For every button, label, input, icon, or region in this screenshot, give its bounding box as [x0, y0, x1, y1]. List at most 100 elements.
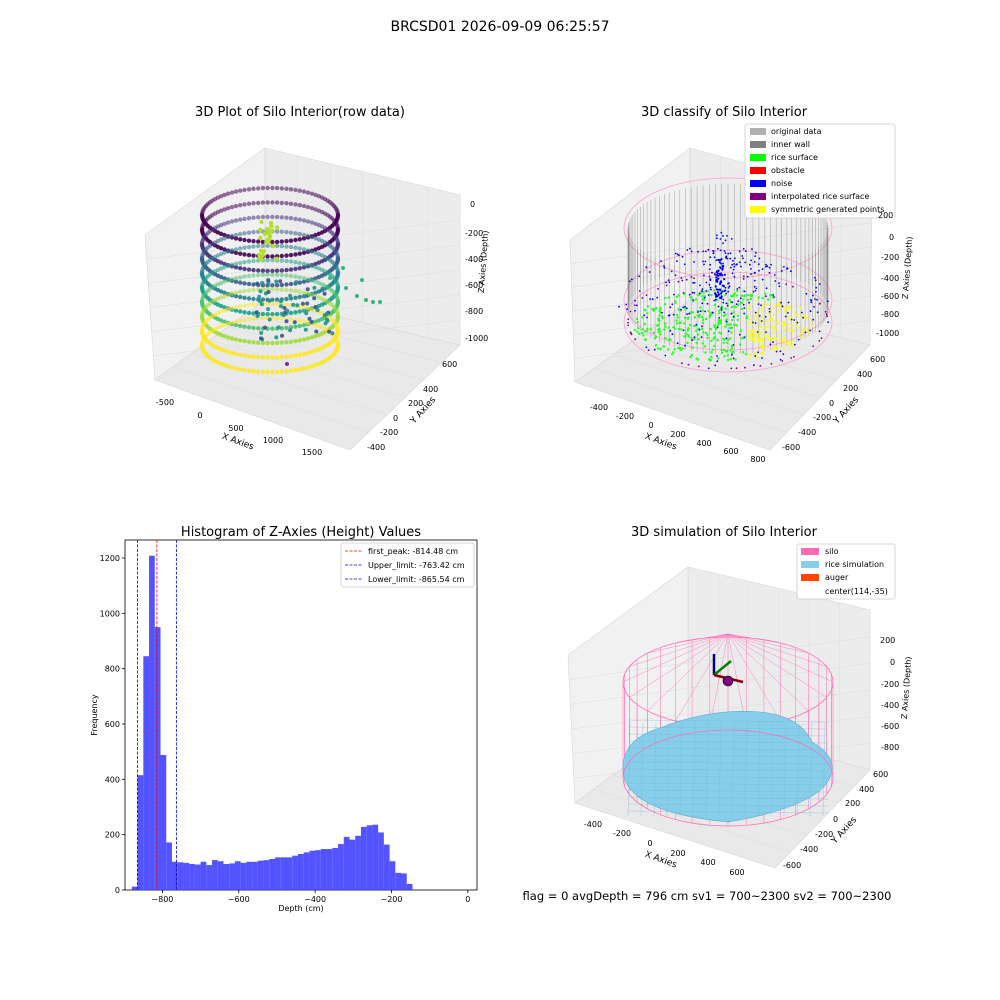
rice-surface-point: [689, 355, 692, 359]
noise-point: [725, 337, 728, 340]
rice-surface-point: [724, 325, 727, 328]
raw-point: [279, 268, 284, 273]
raw-point: [309, 364, 315, 369]
noise-point: [667, 279, 670, 281]
raw-point: [274, 297, 280, 302]
noise-point: [717, 247, 719, 250]
raw-point: [297, 237, 302, 242]
noise-point: [683, 263, 686, 266]
rice-surface-point: [700, 327, 704, 331]
rice-surface-point: [733, 323, 736, 326]
noise-point: [719, 249, 722, 252]
simulation-y-tick: 600: [873, 770, 888, 779]
raw-point: [222, 305, 227, 310]
rice-surface-point: [675, 322, 679, 325]
classified-point-cloud: [618, 177, 833, 373]
raw-point: [225, 307, 231, 312]
legend-label: original data: [771, 127, 822, 136]
raw-y-ticks: 600 400 200 0 -200 -400: [367, 360, 457, 452]
rice-surface-point: [717, 318, 720, 322]
rice-surface-point: [798, 306, 802, 310]
noise-point: [705, 281, 708, 284]
rice-surface-point: [753, 352, 756, 355]
noise-point: [740, 265, 742, 268]
noise-point: [736, 263, 738, 265]
raw-point: [335, 326, 340, 331]
rice-surface-point: [748, 308, 751, 311]
noise-point: [711, 271, 713, 274]
noise-point: [693, 281, 696, 284]
noise-point: [653, 348, 656, 351]
rice-surface-point: [769, 320, 772, 323]
rice-surface-point: [787, 340, 790, 343]
noise-point: [760, 320, 763, 322]
legend-entry-original-data: original data: [750, 127, 822, 136]
raw-point: [265, 369, 270, 375]
noise-point: [682, 329, 685, 332]
noise-point: [682, 292, 685, 294]
raw-point: [297, 231, 302, 237]
raw-point: [305, 365, 311, 370]
rice-surface-point: [667, 296, 671, 299]
noise-point: [638, 275, 641, 278]
raw-point: [279, 229, 284, 234]
classify-z-tick: -1000: [876, 329, 899, 338]
rice-surface-point: [760, 331, 763, 334]
raw-point: [304, 294, 309, 299]
interpolated-point: [730, 367, 733, 370]
classify-legend: original data inner wall rice surface ob…: [744, 123, 896, 219]
rice-mesh-line: [627, 740, 829, 744]
raw-point: [284, 239, 289, 244]
rice-surface-point: [708, 315, 711, 318]
simulation-x-tick: -200: [613, 829, 631, 838]
histogram-bar: [194, 864, 201, 890]
y-tick-label: 800: [105, 665, 120, 674]
raw-point: [280, 333, 284, 338]
histogram-bar: [252, 861, 258, 890]
noise-point: [754, 289, 757, 292]
raw-point: [260, 243, 266, 249]
noise-point: [668, 281, 671, 283]
rice-surface-point: [726, 354, 729, 357]
rice-surface-point: [788, 328, 791, 332]
raw-point: [238, 323, 243, 329]
raw-point: [270, 297, 275, 302]
noise-point: [685, 307, 688, 309]
noise-point: [717, 288, 720, 291]
raw-point: [255, 281, 260, 286]
raw-point: [222, 308, 227, 313]
raw-point: [233, 250, 239, 255]
raw-point: [309, 307, 315, 312]
raw-point: [288, 230, 294, 235]
raw-point: [242, 187, 247, 193]
x-tick-label: −200: [380, 895, 402, 904]
rice-surface-point: [761, 303, 764, 307]
rice-surface-point: [762, 326, 766, 329]
rice-surface-point: [767, 313, 771, 316]
rice-surface-point: [713, 344, 716, 348]
classify-y-tick: 200: [843, 384, 858, 393]
raw-y-tick: 200: [408, 399, 423, 408]
rice-surface-point: [730, 326, 734, 329]
raw-point: [297, 260, 302, 266]
rice-surface-point: [753, 335, 756, 338]
noise-point: [742, 303, 745, 306]
noise-point: [678, 254, 680, 257]
rice-surface-point: [713, 303, 717, 307]
raw-point: [246, 238, 252, 243]
noise-point: [669, 329, 672, 332]
noise-point: [703, 296, 706, 299]
noise-point: [706, 302, 709, 305]
legend-label: auger: [825, 573, 849, 582]
interpolated-point: [677, 280, 680, 283]
raw-point: [301, 250, 307, 255]
raw-point: [313, 362, 318, 368]
rice-surface-point: [787, 306, 790, 310]
interpolated-point: [790, 357, 793, 359]
rice-surface-point: [674, 300, 677, 303]
y-tick-label: 0: [115, 886, 120, 895]
raw-point: [242, 231, 247, 236]
histogram-bar: [343, 836, 350, 890]
rice-mesh-line: [627, 721, 631, 817]
raw-point: [260, 311, 266, 317]
